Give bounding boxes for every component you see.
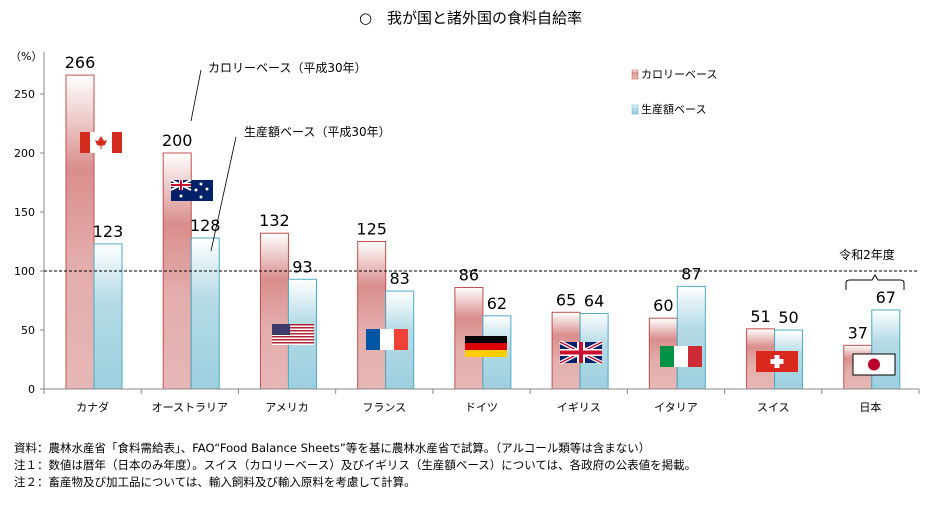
x-tick-label: イギリス — [557, 401, 601, 414]
flag-usa-icon — [272, 324, 314, 345]
bar-production-2 — [190, 237, 220, 390]
legend-label-calorie: カロリーベース — [641, 68, 717, 81]
data-label-calorie: 60 — [653, 296, 673, 315]
legend-swatch-production — [631, 104, 639, 115]
note-1: 注１：数値は暦年（日本のみ年度）。スイス（カロリーベース）及びイギリス（生産額ベ… — [14, 458, 697, 472]
flag-uk-icon — [559, 340, 603, 365]
data-label-calorie: 200 — [162, 131, 193, 150]
y-tick-label: 250 — [14, 88, 35, 101]
x-tick-label: オーストラリア — [152, 401, 228, 414]
callout-line-production — [210, 136, 237, 252]
data-label-calorie: 266 — [65, 53, 96, 72]
legend-label-production: 生産額ベース — [641, 102, 706, 116]
japan-bracket — [845, 274, 905, 290]
japan-year-label: 令和2年度 — [839, 247, 895, 262]
flag-france-icon — [366, 329, 408, 350]
x-tick-label: スイス — [757, 401, 790, 414]
y-tick-label: 50 — [21, 324, 35, 337]
data-label-calorie: 86 — [459, 266, 479, 285]
data-label-calorie: 132 — [259, 211, 290, 230]
data-label-production: 87 — [681, 264, 701, 283]
y-tick-label: 100 — [14, 265, 35, 278]
flag-germany-icon — [465, 336, 507, 357]
data-label-calorie: 51 — [750, 307, 770, 326]
flag-italy-icon — [660, 346, 702, 367]
x-tick-label: カナダ — [76, 400, 109, 414]
footnotes: 資料：農林水産省「食料需給表」、FAO“Food Balance Sheets”… — [14, 440, 696, 491]
y-axis-unit: （%） — [10, 50, 42, 63]
y-tick-label: 0 — [28, 383, 35, 396]
callout-calorie: カロリーベース（平成30年） — [208, 61, 367, 75]
bar-calorie-4 — [357, 241, 387, 390]
note-source: 資料：農林水産省「食料需給表」、FAO“Food Balance Sheets”… — [14, 441, 651, 455]
data-label-production: 50 — [778, 308, 798, 327]
data-label-calorie: 37 — [848, 323, 868, 342]
data-label-calorie: 125 — [356, 220, 387, 239]
data-label-production: 123 — [93, 222, 124, 241]
flag-australia-icon — [170, 179, 213, 201]
x-tick-label: 日本 — [859, 400, 881, 414]
y-tick-label: 200 — [14, 147, 35, 160]
data-label-production: 93 — [292, 257, 312, 276]
x-tick-label: イタリア — [654, 401, 698, 414]
bar-calorie-1 — [65, 74, 95, 390]
flag-japan-icon — [852, 353, 896, 376]
bar-production-7 — [676, 285, 706, 390]
data-label-production: 62 — [487, 294, 507, 313]
callout-production: 生産額ベース（平成30年） — [244, 124, 391, 139]
note-2: 注２：畜産物及び加工品については、輸入飼料及び輸入原料を考慮して計算。 — [14, 475, 416, 489]
data-label-production: 67 — [876, 288, 896, 307]
data-label-calorie: 65 — [556, 290, 576, 309]
data-label-production: 128 — [190, 216, 221, 235]
data-label-production: 83 — [389, 269, 409, 288]
y-tick-label: 150 — [14, 206, 35, 219]
bar-production-1 — [93, 243, 123, 390]
bar-calorie-3 — [259, 232, 289, 390]
legend-swatch-calorie — [631, 69, 639, 80]
x-tick-label: ドイツ — [465, 401, 498, 414]
callout-line-calorie — [190, 69, 202, 122]
chart-title: ○ 我が国と諸外国の食料自給率 — [358, 9, 583, 27]
flag-canada-icon — [80, 132, 122, 153]
bar-production-9 — [871, 309, 901, 390]
flag-switzerland-icon — [756, 351, 798, 372]
bar-chart: カロリーベース（平成30年） 生産額ベース（平成30年） 令和2年度 カロリーベ… — [10, 50, 920, 414]
x-tick-label: アメリカ — [265, 401, 308, 414]
x-tick-label: フランス — [362, 401, 406, 414]
data-label-production: 64 — [584, 291, 604, 310]
